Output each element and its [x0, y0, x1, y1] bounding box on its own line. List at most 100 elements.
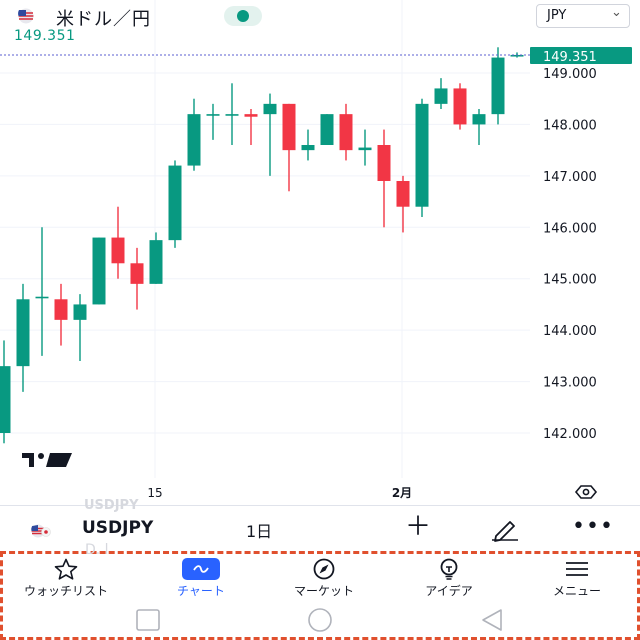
candle [301, 129, 315, 161]
candle [282, 103, 296, 192]
candle [54, 283, 68, 346]
back-icon[interactable] [479, 608, 505, 632]
nav-item-markets[interactable]: マーケット [269, 558, 379, 598]
candle-body [92, 237, 106, 305]
candle [35, 227, 49, 356]
candle-body [206, 114, 220, 116]
android-system-bar [3, 602, 637, 638]
us-japan-flag-icon [31, 524, 51, 538]
candle-body [415, 103, 429, 207]
candle-body [244, 114, 258, 117]
more-options-button[interactable]: ••• [572, 514, 614, 539]
candle-body [282, 103, 296, 151]
candle [472, 109, 486, 145]
price-axis-tick-label: 146.000 [543, 221, 597, 236]
candle [111, 206, 125, 279]
price-badge-label: 149.351 [543, 50, 597, 65]
symbol-toolbar: USDJPY USDJPY 1日 ＋ ••• [0, 498, 640, 551]
add-indicator-button[interactable]: ＋ [404, 512, 431, 542]
time-axis-tick-label: 2月 [392, 486, 412, 500]
price-axis-tick-label: 149.000 [543, 67, 597, 82]
us-japan-flag-icon [18, 8, 34, 24]
nav-item-menu[interactable]: メニュー [527, 558, 627, 598]
home-icon[interactable] [303, 608, 337, 632]
lightbulb-icon [440, 558, 458, 580]
candle-body [225, 114, 239, 116]
candle-body [168, 165, 182, 241]
nav-label-watchlist: ウォッチリスト [23, 584, 108, 598]
price-axis-tick-label: 142.000 [543, 427, 597, 442]
candle-body [16, 299, 30, 367]
candle-body [377, 145, 391, 181]
chevron-down-icon: ⌄ [611, 5, 622, 20]
candle-body [54, 299, 68, 320]
nav-label-menu: メニュー [552, 584, 601, 598]
candle-body [301, 145, 315, 151]
nav-item-ideas[interactable]: アイデア [403, 558, 495, 598]
compass-icon [313, 558, 335, 580]
candle [320, 114, 334, 145]
price-axis-tick-label: 147.000 [543, 170, 597, 185]
interval-selector[interactable]: 1日 [246, 522, 273, 541]
nav-label-ideas: アイデア [425, 584, 473, 598]
hamburger-menu-icon [566, 562, 588, 576]
candle-body [111, 237, 125, 264]
candle [263, 93, 277, 176]
drawing-tools-icon[interactable] [488, 516, 522, 542]
candle-body [73, 304, 87, 320]
candle-body [491, 57, 505, 115]
candle-body [339, 114, 353, 151]
candle-body [187, 114, 201, 166]
recent-apps-icon[interactable] [135, 608, 161, 632]
price-chart[interactable]: 149.000 148.000 147.000 146.000 145.000 144.0… [0, 0, 640, 505]
candle [73, 294, 87, 361]
bottom-navigation: D. l ウォッチリスト チャート マーケット [0, 542, 640, 640]
ghost-text: D. l [85, 542, 109, 558]
price-axis-tick-label: 143.000 [543, 376, 597, 391]
chart-wave-icon [182, 558, 220, 580]
star-icon [54, 558, 78, 580]
candle-body [472, 114, 486, 125]
candle [434, 78, 448, 109]
currency-value: JPY [547, 8, 567, 23]
market-status-indicator[interactable] [224, 6, 262, 26]
time-axis[interactable]: 15 2月 [147, 486, 412, 500]
nav-label-chart: チャート [177, 584, 225, 598]
page-title: 米ドル／円 [56, 9, 151, 30]
price-axis-tick-label: 148.000 [543, 118, 597, 133]
candle-body [130, 263, 144, 284]
market-open-dot [237, 10, 249, 22]
header: 米ドル／円 JPY ⌄ 149.351 [0, 0, 640, 50]
nav-item-chart[interactable]: チャート [153, 558, 249, 598]
price-axis-badge: 149.351 [530, 47, 632, 65]
tradingview-logo [22, 453, 72, 467]
candle-body [453, 88, 467, 125]
candle [415, 98, 429, 217]
candle [491, 47, 505, 125]
candle [453, 83, 467, 130]
symbol-selector[interactable]: USDJPY [82, 518, 154, 538]
candle [396, 175, 410, 233]
candle-body [510, 54, 524, 57]
candle-body [320, 114, 334, 145]
candle-body [396, 181, 410, 207]
chart-grid [0, 0, 530, 478]
last-price: 149.351 [14, 28, 76, 44]
candle-body [434, 88, 448, 104]
candle-body [0, 366, 11, 433]
candle [149, 232, 163, 284]
candle [92, 237, 106, 305]
candle-body [263, 103, 277, 115]
nav-item-watchlist[interactable]: ウォッチリスト [3, 558, 129, 598]
candle [206, 103, 220, 140]
candle [358, 129, 372, 166]
candle [244, 109, 258, 145]
candle [339, 103, 353, 161]
price-axis-tick-label: 144.000 [543, 324, 597, 339]
axis-settings-icon[interactable] [574, 483, 598, 501]
currency-select[interactable]: JPY ⌄ [536, 4, 630, 28]
price-axis[interactable]: 149.000 148.000 147.000 146.000 145.000 144.0… [543, 67, 597, 442]
candle [377, 129, 391, 228]
candle-body [35, 296, 49, 299]
